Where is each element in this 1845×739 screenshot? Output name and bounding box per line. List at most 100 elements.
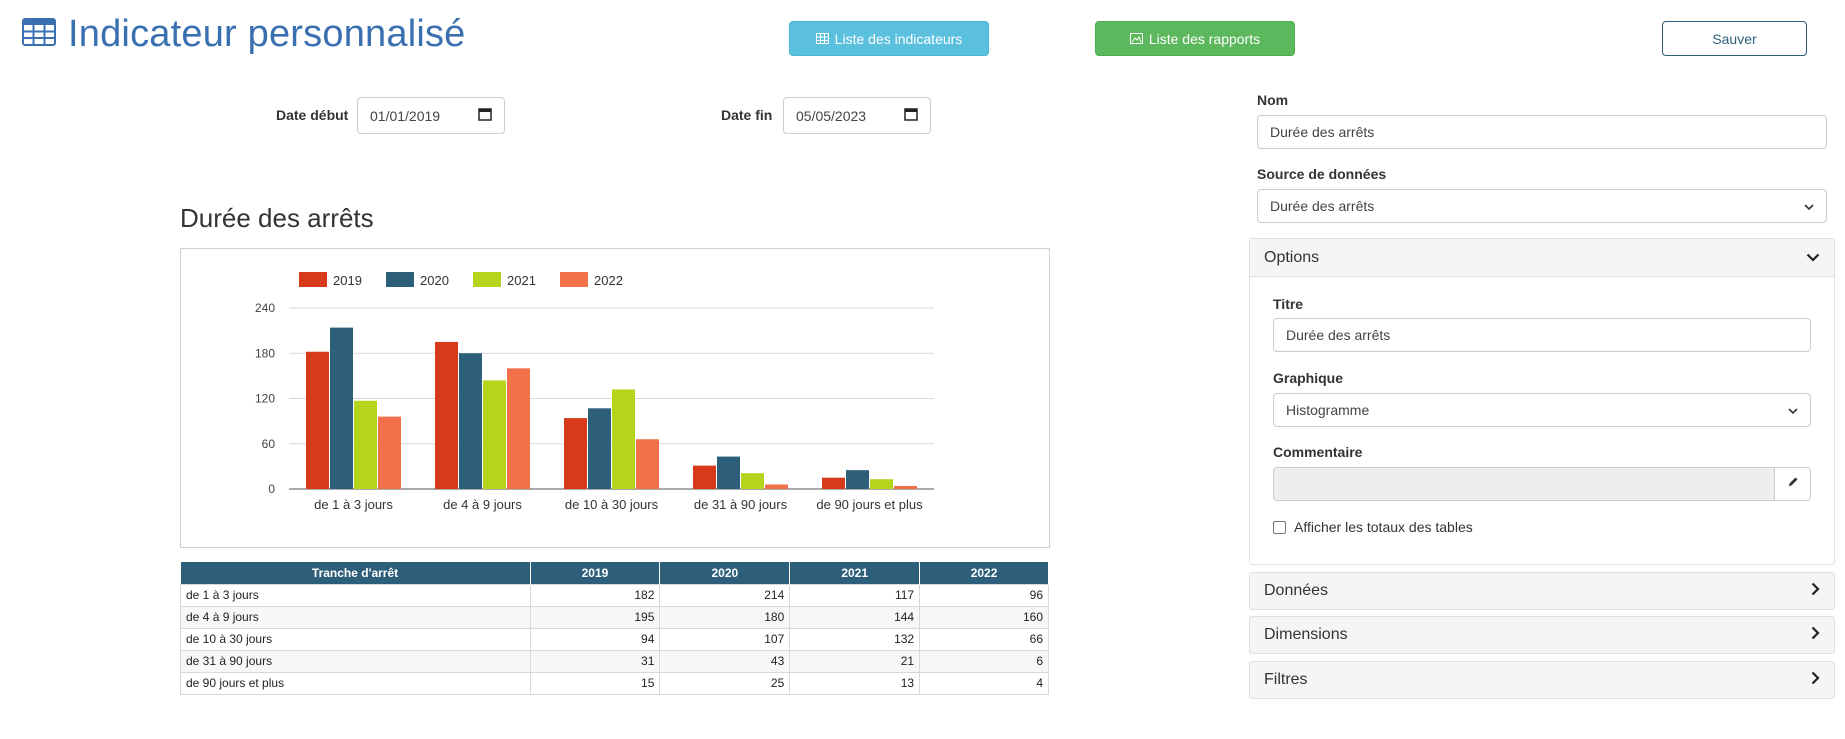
table-cell: de 4 à 9 jours — [180, 605, 531, 629]
graphique-select[interactable]: Histogramme — [1273, 393, 1811, 427]
column-header[interactable]: Tranche d'arrêt — [180, 562, 531, 584]
bar — [306, 351, 329, 489]
bar-chart: 0 60 120 180 240 2019 2020 2021 2022 de 1 à 3 jou… — [255, 272, 934, 512]
bar — [846, 470, 869, 489]
bar — [483, 380, 506, 489]
bar — [378, 416, 401, 489]
page-title-text: Indicateur personnalisé — [68, 12, 466, 55]
reports-list-button[interactable]: Liste des rapports — [1095, 21, 1295, 56]
chart-title: Durée des arrêts — [180, 203, 374, 233]
date-fin-label: Date fin — [721, 107, 773, 123]
totaux-checkbox-row[interactable]: Afficher les totaux des tables — [1273, 519, 1473, 535]
bar — [717, 456, 740, 489]
calendar-icon[interactable] — [478, 107, 492, 124]
table-cell: 13 — [789, 671, 921, 695]
date-fin-input[interactable]: 05/05/2023 — [783, 97, 931, 134]
table-cell: de 31 à 90 jours — [180, 649, 531, 673]
table-cell: 43 — [659, 649, 791, 673]
chevron-down-icon — [1804, 198, 1814, 214]
edit-comment-button[interactable] — [1774, 467, 1811, 501]
image-icon — [1129, 31, 1143, 47]
chevron-right-icon — [1811, 626, 1820, 645]
bar — [564, 418, 587, 489]
totaux-checkbox[interactable] — [1273, 520, 1286, 534]
chevron-down-icon — [1806, 249, 1820, 267]
data-table-container: Tranche d'arrêt 2019 2020 2021 2022 de 1… — [180, 562, 1049, 695]
legend-label: 2022 — [594, 273, 623, 288]
date-debut-label: Date début — [276, 107, 349, 123]
table-cell: 4 — [919, 671, 1049, 695]
bar — [612, 389, 635, 489]
table-row: de 31 à 90 jours 31 43 21 6 — [180, 649, 1049, 673]
column-header[interactable]: 2020 — [659, 562, 791, 584]
dimensions-panel[interactable]: Dimensions — [1249, 616, 1835, 654]
legend-swatch — [386, 272, 414, 287]
y-tick-label: 240 — [255, 301, 275, 315]
x-tick-label: de 90 jours et plus — [816, 497, 923, 512]
table-cell: 214 — [659, 583, 791, 607]
table-cell: 160 — [919, 605, 1049, 629]
chevron-right-icon — [1811, 582, 1820, 601]
graphique-value: Histogramme — [1286, 402, 1370, 418]
table-cell: 6 — [919, 649, 1049, 673]
donnees-panel[interactable]: Données — [1249, 572, 1835, 610]
column-header[interactable]: 2021 — [789, 562, 921, 584]
table-cell: de 10 à 30 jours — [180, 627, 531, 651]
column-header[interactable]: 2019 — [530, 562, 661, 584]
x-tick-label: de 4 à 9 jours — [443, 497, 522, 512]
date-debut-input[interactable]: 01/01/2019 — [357, 97, 505, 134]
table-cell: de 1 à 3 jours — [180, 583, 531, 607]
legend-swatch — [299, 272, 327, 287]
reports-list-label: Liste des rapports — [1148, 30, 1261, 47]
source-label: Source de données — [1257, 166, 1387, 182]
table-cell: 96 — [919, 583, 1049, 607]
x-tick-label: de 31 à 90 jours — [694, 497, 788, 512]
commentaire-input[interactable] — [1273, 467, 1774, 501]
bar — [741, 473, 764, 489]
nom-label: Nom — [1257, 92, 1289, 108]
table-cell: 25 — [659, 671, 791, 695]
legend-label: 2021 — [507, 273, 536, 288]
bar — [435, 341, 458, 489]
table-cell: 15 — [529, 671, 661, 695]
dimensions-panel-title: Dimensions — [1264, 626, 1348, 643]
source-value: Durée des arrêts — [1270, 198, 1375, 214]
table-cell: 31 — [529, 649, 661, 673]
x-tick-label: de 10 à 30 jours — [565, 497, 659, 512]
date-fin-value: 05/05/2023 — [796, 107, 867, 124]
options-panel-title: Options — [1264, 248, 1320, 266]
options-panel-header[interactable]: Options — [1250, 239, 1834, 277]
calendar-icon[interactable] — [904, 107, 918, 124]
bar — [894, 485, 917, 489]
data-table: Tranche d'arrêt 2019 2020 2021 2022 de 1… — [180, 562, 1049, 695]
source-select[interactable]: Durée des arrêts — [1257, 189, 1827, 223]
bar — [765, 484, 788, 489]
legend-swatch — [473, 272, 501, 287]
date-debut-value: 01/01/2019 — [370, 107, 441, 124]
table-row: de 90 jours et plus 15 25 13 4 — [180, 671, 1049, 695]
legend-label: 2020 — [420, 273, 449, 288]
y-tick-label: 120 — [255, 392, 275, 406]
table-row: de 4 à 9 jours 195 180 144 160 — [180, 605, 1049, 629]
save-button[interactable]: Sauver — [1662, 21, 1807, 56]
y-tick-label: 0 — [268, 482, 275, 496]
bar — [636, 439, 659, 489]
titre-input[interactable]: Durée des arrêts — [1273, 318, 1811, 352]
table-cell: 107 — [659, 627, 791, 651]
column-header[interactable]: 2022 — [919, 562, 1049, 584]
indicators-list-button[interactable]: Liste des indicateurs — [789, 21, 989, 56]
page-title: Indicateur personnalisé — [22, 10, 466, 58]
table-cell: 94 — [529, 627, 661, 651]
chevron-right-icon — [1811, 671, 1820, 690]
bar — [354, 400, 377, 489]
legend-label: 2019 — [333, 273, 362, 288]
filtres-panel-title: Filtres — [1264, 671, 1308, 688]
nom-input[interactable]: Durée des arrêts — [1257, 115, 1827, 149]
chart-container: 0 60 120 180 240 2019 2020 2021 2022 de 1 à 3 jou… — [180, 248, 1050, 548]
bar — [693, 465, 716, 489]
x-tick-label: de 1 à 3 jours — [314, 497, 393, 512]
filtres-panel[interactable]: Filtres — [1249, 661, 1835, 699]
pencil-icon — [1787, 475, 1799, 493]
bar — [459, 353, 482, 489]
table-cell: 132 — [789, 627, 921, 651]
